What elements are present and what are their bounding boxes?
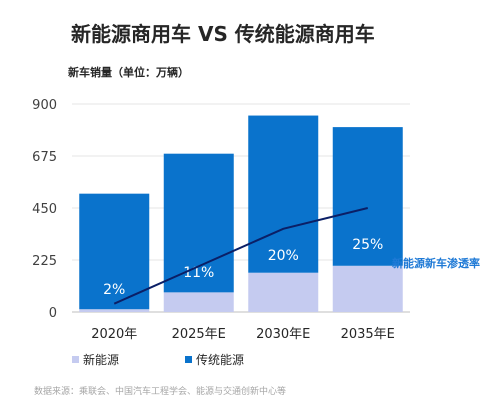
bar-new-energy-3 [332, 265, 403, 312]
y-tick-label-4: 900 [32, 98, 57, 113]
penetration-labels: 2% 11% 20% 25% [103, 237, 383, 298]
y-tick-label-2: 450 [32, 202, 57, 217]
bar-new-energy-2 [248, 272, 319, 312]
y-tick-label-0: 0 [49, 306, 57, 321]
chart: 0 225 450 675 900 2% 11% 20% 25% 2020年 2025年E 203… [32, 98, 480, 342]
legend-label-traditional: 传统能源 [196, 353, 245, 367]
x-tick-label-2: 2030年E [256, 327, 310, 342]
bar-new-energy-0 [79, 309, 150, 312]
y-axis-ticks: 0 225 450 675 900 [32, 98, 57, 321]
penetration-label-0: 2% [103, 282, 125, 298]
y-tick-label-3: 675 [32, 150, 57, 165]
legend-label-new-energy: 新能源 [83, 353, 120, 367]
penetration-line-label: 新能源新车渗透率 [392, 256, 480, 270]
bar-traditional-1 [163, 153, 234, 293]
legend: 新能源 传统能源 [72, 351, 310, 368]
legend-item-traditional: 传统能源 [185, 351, 244, 368]
bar-traditional-0 [79, 193, 150, 310]
bar-traditional-2 [248, 115, 319, 273]
y-tick-label-1: 225 [32, 254, 57, 269]
chart-title: 新能源商用车 VS 传统能源商用车 [71, 22, 375, 46]
penetration-label-2: 20% [268, 248, 299, 264]
bar-traditional-3 [332, 127, 403, 266]
bar-new-energy-1 [163, 292, 234, 312]
penetration-label-1: 11% [183, 265, 214, 281]
unit-label: 新车销量（单位：万辆） [68, 66, 189, 79]
bars [79, 115, 403, 312]
penetration-line-group: 新能源新车渗透率 [113, 207, 480, 305]
x-axis-ticks: 2020年 2025年E 2030年E 2035年E [91, 327, 395, 342]
penetration-line [113, 207, 368, 305]
legend-item-new-energy: 新能源 [72, 351, 119, 368]
x-tick-label-1: 2025年E [172, 327, 226, 342]
legend-swatch-traditional [185, 356, 193, 363]
legend-swatch-new-energy [72, 356, 79, 363]
x-tick-label-3: 2035年E [341, 327, 395, 342]
data-source: 数据来源：乘联会、中国汽车工程学会、能源与交通创新中心等 [34, 387, 287, 397]
x-tick-label-0: 2020年 [91, 327, 137, 342]
penetration-label-3: 25% [352, 237, 383, 253]
